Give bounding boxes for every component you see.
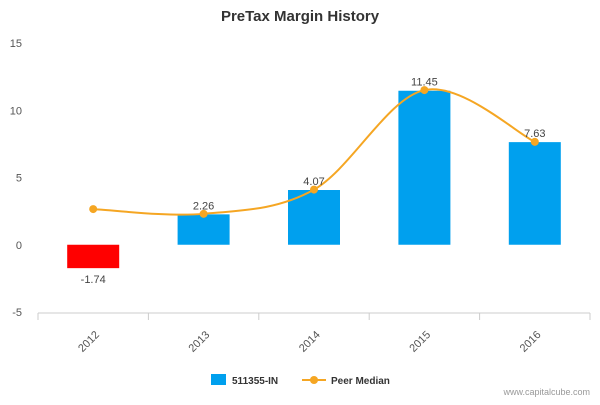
x-tick-label: 2012 (76, 329, 102, 355)
bar (177, 214, 230, 245)
bar-data-label: 7.63 (524, 128, 545, 140)
x-tick-label: 2015 (407, 329, 433, 355)
credit-text: www.capitalcube.com (502, 387, 590, 397)
peer-median-point (420, 86, 429, 95)
line-series (89, 86, 539, 218)
bar-data-label: 4.07 (303, 176, 324, 188)
x-tick-label: 2013 (187, 329, 213, 355)
chart-title: PreTax Margin History (221, 8, 380, 25)
x-tick-label: 2016 (518, 329, 544, 355)
legend-label-bar: 511355-IN (232, 376, 278, 387)
y-tick-label: 15 (10, 38, 22, 50)
bar-data-label: 11.45 (411, 77, 438, 89)
bar-series (67, 90, 561, 269)
peer-median-point (89, 205, 98, 214)
y-tick-label: 0 (16, 240, 22, 252)
bar-data-label: -1.74 (81, 274, 106, 286)
peer-median-point (199, 209, 208, 218)
legend-swatch-bar (211, 374, 226, 385)
y-axis: -5 0 5 10 15 (10, 38, 22, 319)
legend-label-line: Peer Median (331, 376, 390, 387)
y-tick-label: -5 (12, 307, 22, 319)
legend: 511355-IN Peer Median (211, 374, 390, 387)
bar (288, 190, 340, 245)
bar (67, 244, 120, 269)
bar-data-label: 2.26 (193, 200, 214, 212)
peer-median-point (310, 185, 318, 194)
bar (398, 90, 451, 245)
peer-median-point (530, 137, 539, 146)
data-labels: -1.74 2.26 4.07 11.45 7.63 (81, 77, 546, 286)
bar (508, 142, 561, 245)
y-tick-label: 5 (16, 173, 22, 185)
x-axis: 2012 2013 2014 2015 2016 (37, 312, 591, 355)
x-tick-label: 2014 (297, 329, 323, 355)
y-tick-label: 10 (10, 105, 22, 117)
peer-median-line (93, 88, 536, 216)
legend-swatch-marker (310, 376, 318, 384)
